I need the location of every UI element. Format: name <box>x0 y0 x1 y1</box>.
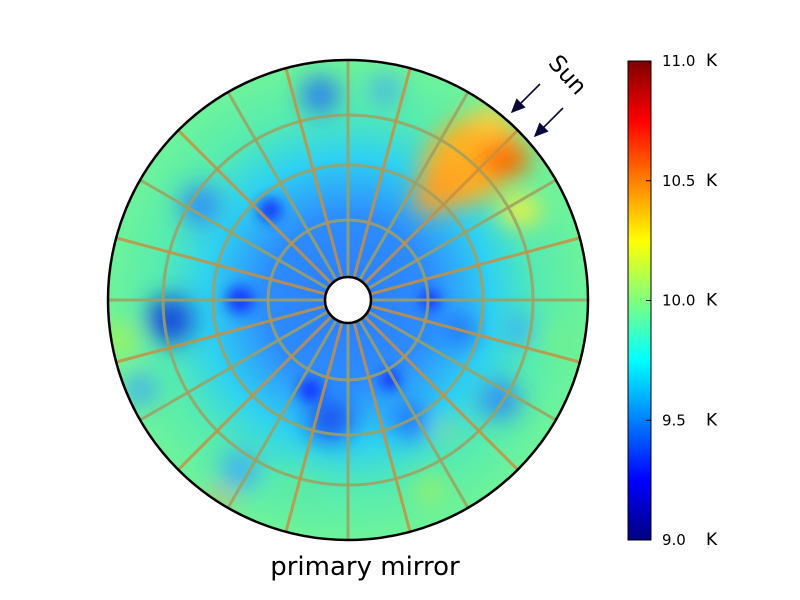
radial-spoke <box>284 67 344 279</box>
radial-spoke <box>226 319 338 509</box>
radial-spoke <box>177 315 333 471</box>
radial-spoke <box>177 129 333 285</box>
colorbar-tick-label: 10.0 <box>662 292 695 310</box>
sun-arrows <box>510 83 564 138</box>
radial-spoke <box>284 321 344 533</box>
radial-spoke <box>352 321 412 533</box>
radial-spoke <box>369 304 581 364</box>
mirror-outline <box>106 58 590 542</box>
central-hole <box>323 275 373 325</box>
colorbar-unit-label: K <box>706 410 718 430</box>
radial-spoke <box>363 129 519 285</box>
radial-spokes <box>108 60 588 540</box>
colorbar-tick-label: 11.0 <box>662 52 695 70</box>
radial-spoke <box>358 319 470 509</box>
colorbar-unit-label: K <box>706 51 718 71</box>
radial-spoke <box>363 315 519 471</box>
colorbar-ticks: 11.0 K 10.5 K 10.0 K 9.5 K 9.0 K <box>646 51 718 550</box>
colorbar-tick-label: 9.0 <box>662 531 686 549</box>
radial-spoke <box>139 310 329 422</box>
radial-spoke <box>115 236 327 296</box>
sun-label: Sun <box>543 50 592 100</box>
radial-spoke <box>369 236 581 296</box>
figure-caption: primary mirror <box>270 552 460 582</box>
radial-spoke <box>139 178 329 290</box>
colorbar-tick-label: 9.5 <box>662 411 686 429</box>
radial-spoke <box>226 91 338 281</box>
primary-mirror <box>106 58 590 542</box>
colorbar-unit-label: K <box>706 530 718 550</box>
radial-spoke <box>352 67 412 279</box>
colorbar-unit-label: K <box>706 171 718 191</box>
radial-spoke <box>358 91 470 281</box>
radial-spoke <box>367 178 557 290</box>
radial-spoke <box>115 304 327 364</box>
colorbar-tick-label: 10.5 <box>662 172 695 190</box>
colorbar-unit-label: K <box>706 291 718 311</box>
colorbar: 11.0 K 10.5 K 10.0 K 9.5 K 9.0 K <box>627 51 718 550</box>
radial-spoke <box>367 310 557 422</box>
